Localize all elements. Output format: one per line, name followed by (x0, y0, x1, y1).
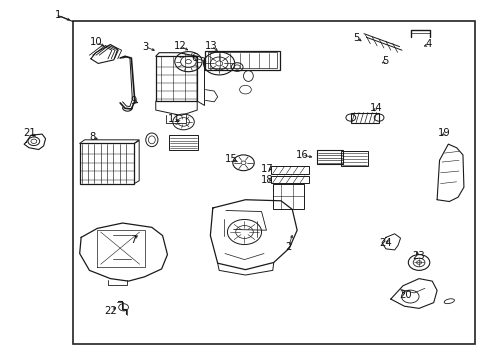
Text: 14: 14 (369, 103, 382, 113)
Bar (168, 135, 198, 149)
Bar (205, 51, 279, 69)
Text: 18: 18 (260, 175, 273, 185)
Bar (271, 166, 309, 174)
Text: 5: 5 (353, 33, 359, 42)
Text: 21: 21 (23, 129, 36, 138)
Text: 9: 9 (130, 96, 136, 106)
Text: 19: 19 (437, 129, 450, 138)
Text: 8: 8 (89, 132, 95, 142)
Bar (73, 22, 474, 344)
Text: 16: 16 (295, 150, 308, 160)
Text: 1: 1 (55, 10, 61, 20)
Bar (80, 143, 134, 184)
Bar (208, 52, 276, 68)
Text: 17: 17 (260, 163, 273, 174)
Text: 13: 13 (204, 41, 217, 51)
Text: 7: 7 (130, 235, 136, 245)
Bar (316, 150, 343, 164)
Text: 11: 11 (167, 114, 180, 124)
Bar (350, 113, 378, 123)
Bar (156, 56, 197, 101)
Text: 12: 12 (173, 41, 186, 51)
Text: 2: 2 (285, 242, 291, 252)
Text: 22: 22 (104, 306, 117, 316)
Text: 10: 10 (90, 37, 102, 47)
Text: 24: 24 (379, 238, 391, 248)
Text: 20: 20 (398, 290, 411, 300)
Bar (271, 176, 309, 183)
Bar (272, 184, 304, 210)
Text: 3: 3 (142, 42, 148, 51)
Text: 5: 5 (381, 56, 387, 66)
Text: 15: 15 (224, 154, 237, 164)
Text: 4: 4 (425, 40, 431, 49)
Text: 6: 6 (191, 53, 198, 63)
Text: 23: 23 (411, 251, 424, 261)
Bar (340, 150, 367, 166)
